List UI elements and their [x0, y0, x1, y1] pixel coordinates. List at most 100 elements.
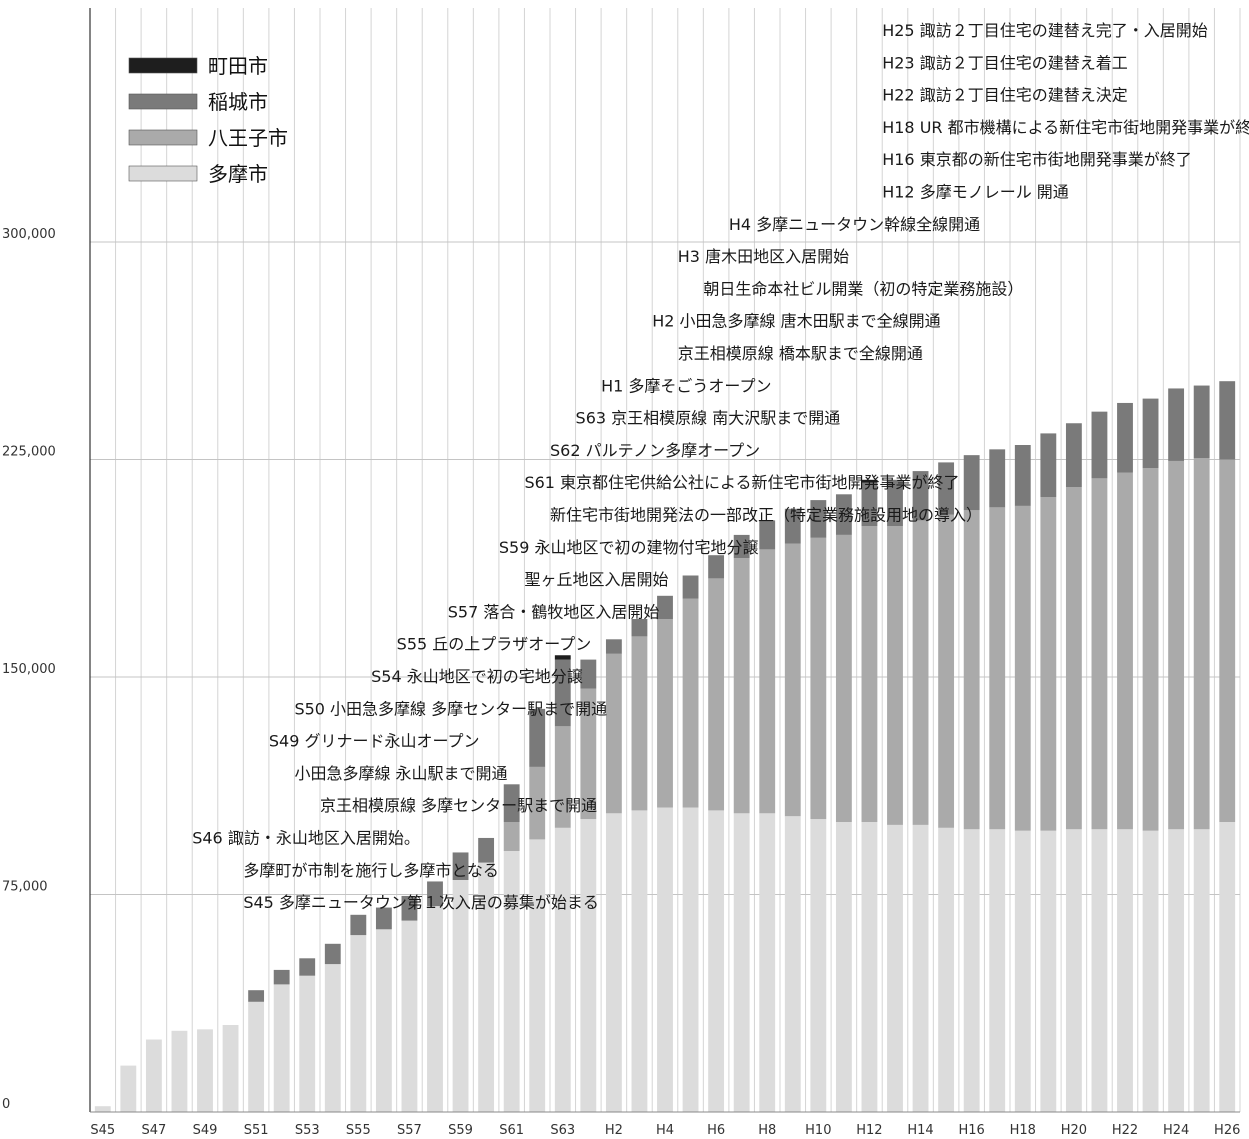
- bar-segment: [708, 578, 725, 811]
- bar-segment: [912, 824, 929, 1112]
- bar-segment: [733, 813, 750, 1112]
- bar-segment: [963, 455, 980, 511]
- bar-segment: [503, 822, 520, 851]
- y-tick-label: 75,000: [2, 880, 48, 895]
- bar-segment: [1219, 381, 1236, 460]
- annotation-label: S50 小田急多摩線 多摩センター駅まで開通: [294, 699, 607, 718]
- bar-segment: [248, 1001, 265, 1112]
- bar-segment: [989, 449, 1006, 508]
- annotation-label: S61 東京都住宅供給公社による新住宅市街地開発事業が終了: [524, 473, 959, 492]
- bar-segment: [810, 819, 827, 1112]
- bar-segment: [273, 984, 290, 1112]
- bar-segment: [759, 520, 776, 550]
- bar-segment: [912, 520, 929, 825]
- annotation-label: H4 多摩ニュータウン幹線全線開通: [729, 215, 980, 234]
- bar-segment: [1014, 830, 1031, 1112]
- bar-segment: [554, 827, 571, 1112]
- bar-segment: [580, 819, 597, 1112]
- x-tick-label: S63: [550, 1123, 575, 1138]
- x-tick-label: S47: [141, 1123, 166, 1138]
- x-tick-label: S61: [499, 1123, 524, 1138]
- bar-segment: [810, 537, 827, 820]
- y-tick-label: 225,000: [2, 445, 56, 460]
- bar-segment: [1168, 829, 1185, 1112]
- bar-segment: [963, 510, 980, 830]
- bar-segment: [1219, 822, 1236, 1112]
- annotation-label: 多摩町が市制を施行し多摩市となる: [243, 861, 499, 880]
- legend-swatch: [128, 165, 198, 182]
- annotation-label: H3 唐木田地区入居開始: [678, 247, 849, 266]
- x-tick-label: H16: [959, 1123, 985, 1138]
- bar-segment: [657, 619, 673, 808]
- bar-segment: [452, 852, 469, 880]
- bar-segment: [989, 829, 1006, 1112]
- bar-segment: [580, 688, 597, 820]
- bar-segment: [835, 822, 852, 1112]
- bar-segment: [835, 534, 852, 822]
- bar-segment: [1142, 830, 1159, 1112]
- x-axis: S45 S47 S49 S51 S53 S55 S57 S59 S61 S63 H2 H4 H6 H8 H1…: [90, 1111, 1240, 1138]
- bar-segment: [554, 659, 571, 727]
- bar-segment: [1193, 829, 1210, 1112]
- bar-segment: [861, 526, 878, 822]
- annotation-label: H22 諏訪２丁目住宅の建替え決定: [882, 86, 1127, 105]
- legend-swatch: [128, 129, 198, 146]
- bar-segment: [1040, 433, 1057, 498]
- bar-segment: [1142, 398, 1159, 469]
- y-tick-label: 150,000: [2, 662, 56, 677]
- x-tick-label: S49: [193, 1123, 218, 1138]
- x-tick-label: H4: [656, 1123, 674, 1138]
- annotation-label: H12 多摩モノレール 開通: [882, 183, 1069, 202]
- bar-segment: [222, 1025, 239, 1112]
- x-tick-label: S57: [397, 1123, 422, 1138]
- annotation-label: H1 多摩そごうオープン: [601, 376, 771, 395]
- bar-segment: [350, 914, 367, 936]
- bar-segment: [1219, 459, 1236, 822]
- bar-segment: [197, 1029, 213, 1112]
- bar-segment: [478, 837, 495, 863]
- annotation-label: 京王相模原線 多摩センター駅まで開通: [320, 796, 597, 815]
- bar-segment: [733, 558, 750, 814]
- annotation-label: 京王相模原線 橋本駅まで全線開通: [678, 344, 923, 363]
- bar-segment: [1091, 829, 1108, 1112]
- bar-segment: [324, 964, 341, 1112]
- bar-segment: [938, 827, 955, 1112]
- bar-segment: [835, 494, 852, 535]
- bar-segment: [682, 807, 699, 1112]
- annotation-label: 新住宅市街地開発法の一部改正（特定業務施設用地の導入）: [550, 506, 982, 525]
- annotation-label: S54 永山地区で初の宅地分譲: [371, 667, 583, 686]
- bar-segment: [529, 839, 546, 1112]
- x-tick-label: H20: [1061, 1123, 1087, 1138]
- x-tick-label: H2: [605, 1123, 623, 1138]
- bar-segment: [605, 813, 622, 1112]
- bar-segment: [427, 881, 443, 907]
- bar-segment: [682, 575, 699, 599]
- bar-segment: [631, 636, 648, 811]
- legend-label: 八王子市: [208, 126, 288, 150]
- bar-segment: [938, 514, 955, 828]
- annotation-label: S57 落合・鶴牧地区入居開始: [448, 602, 660, 621]
- bar-segment: [427, 906, 443, 1112]
- annotation-label: 小田急多摩線 永山駅まで開通: [294, 764, 507, 783]
- bar-segment: [1065, 423, 1082, 488]
- x-tick-label: H26: [1214, 1123, 1240, 1138]
- x-tick-label: H10: [805, 1123, 831, 1138]
- x-tick-label: H18: [1010, 1123, 1036, 1138]
- x-tick-label: H22: [1112, 1123, 1138, 1138]
- bar-segment: [1168, 388, 1185, 461]
- bars: [94, 381, 1236, 1112]
- annotation-label: S46 諏訪・永山地区入居開始。: [192, 829, 420, 848]
- x-tick-label: H8: [758, 1123, 776, 1138]
- y-tick-label: 0: [2, 1097, 10, 1112]
- annotation-label: S62 パルテノン多摩オープン: [550, 441, 760, 460]
- bar-segment: [605, 639, 622, 654]
- legend-swatch: [128, 93, 198, 110]
- bar-segment: [1117, 472, 1133, 830]
- bar-segment: [120, 1065, 137, 1112]
- x-tick-label: H24: [1163, 1123, 1189, 1138]
- bar-segment: [1065, 487, 1082, 830]
- bar-segment: [784, 508, 801, 544]
- bar-segment: [478, 862, 495, 1112]
- bar-segment: [657, 807, 673, 1112]
- bar-segment: [657, 595, 673, 619]
